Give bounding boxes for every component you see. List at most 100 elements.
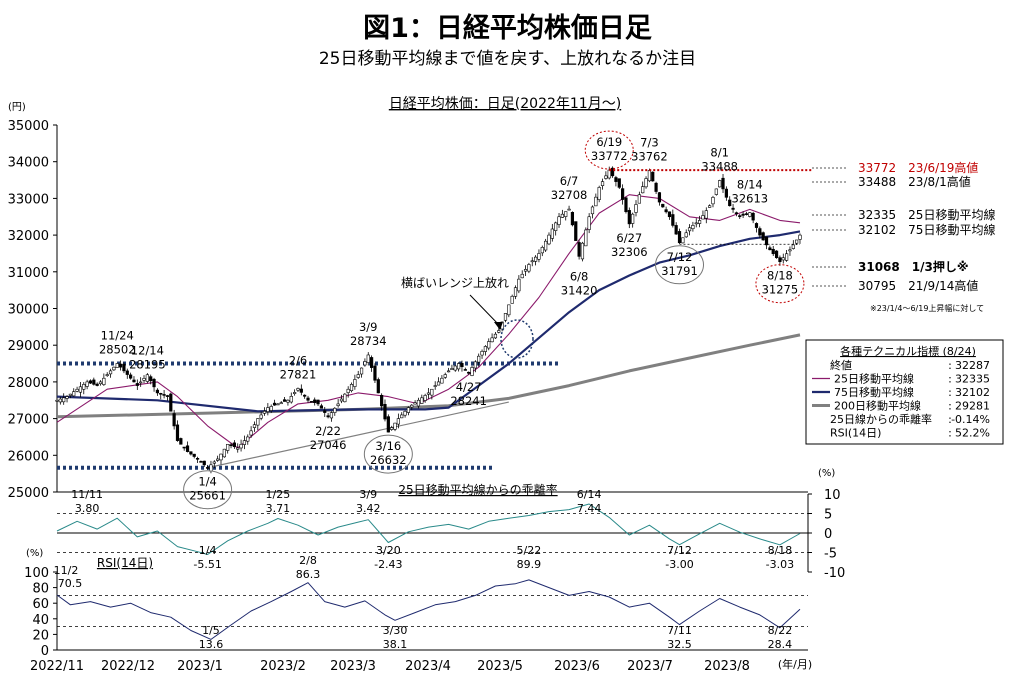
candle-body — [159, 392, 163, 395]
deviation-annotation-date: 1/4 — [199, 544, 217, 557]
rsi-annotation-value: 86.3 — [296, 568, 321, 581]
candle-body — [718, 180, 722, 188]
candle-body — [406, 407, 411, 413]
candle-body — [346, 388, 350, 393]
legend-row-label: 75日移動平均線 — [834, 385, 914, 399]
candle-body — [795, 239, 799, 244]
candle-body — [236, 447, 240, 450]
rsi-annotation-value: 32.5 — [667, 638, 692, 651]
candle-body — [380, 394, 384, 407]
candle-body — [266, 407, 270, 412]
candle-body — [206, 467, 210, 469]
candle-body — [641, 186, 645, 194]
candle-body — [557, 216, 561, 225]
candle-body — [540, 247, 544, 254]
month-label: 2023/7 — [627, 659, 673, 674]
candle-body — [212, 461, 216, 464]
candle-body — [108, 370, 113, 375]
candle-body — [560, 213, 564, 218]
month-label: 2023/2 — [260, 659, 306, 674]
legend-row-value: 32287 — [955, 359, 990, 372]
candle-body — [480, 351, 484, 356]
candle-body — [791, 244, 795, 249]
candle-body — [129, 374, 133, 379]
candle-body — [547, 234, 551, 245]
deviation-tick-label: 0 — [824, 527, 832, 542]
candle-body — [731, 207, 735, 210]
candle-body — [677, 231, 682, 244]
candle-body — [299, 388, 303, 393]
x-axis-unit-label: (年/月) — [778, 657, 812, 671]
candle-body — [343, 393, 347, 403]
annotation-circle — [755, 264, 805, 304]
rsi-tick-label: 80 — [32, 582, 49, 597]
breakout-circle — [500, 319, 534, 359]
rsi-line — [56, 579, 801, 640]
candle-body — [356, 374, 360, 378]
month-label: 2023/5 — [477, 659, 523, 674]
candle-body — [774, 250, 779, 259]
deviation-panel: 1050-5-10(%)25日移動平均線からの乖離率11/113.801/253… — [56, 468, 845, 581]
legend-row-value: 32102 — [955, 386, 990, 399]
candle-body — [229, 444, 233, 446]
price-annotation-date: 2/22 — [315, 424, 341, 438]
candle-body — [483, 346, 487, 352]
price-annotation-date: 6/27 — [616, 231, 642, 245]
candle-body — [734, 212, 739, 214]
ma25-line — [56, 194, 801, 449]
candle-body — [708, 205, 712, 208]
rsi-annotation-value: 38.1 — [383, 638, 408, 651]
deviation-annotation-date: 5/22 — [517, 544, 542, 557]
deviation-annotation-date: 8/18 — [768, 544, 793, 557]
legend-row-label: 200日移動平均線 — [834, 399, 921, 413]
candle-body — [744, 213, 749, 215]
candle-body — [410, 404, 414, 408]
candle-body — [574, 221, 578, 241]
rsi-tick-label: 20 — [32, 628, 49, 643]
candle-body — [604, 175, 608, 179]
rsi-tick-label: 0 — [41, 644, 49, 659]
candle-body — [222, 448, 226, 458]
candle-body — [316, 399, 320, 405]
candle-body — [624, 197, 628, 213]
deviation-annotation-value: 3.80 — [75, 502, 100, 515]
candle-body — [139, 381, 143, 384]
range-breakout-label: 横ばいレンジ上放れ — [401, 275, 509, 290]
candle-body — [778, 257, 782, 263]
deviation-annotation-value: -3.03 — [766, 558, 794, 571]
candle-body — [135, 383, 139, 386]
candle-body — [279, 402, 283, 405]
month-label: 2023/4 — [405, 659, 451, 674]
candle-body — [370, 357, 374, 368]
legend-colon: : — [948, 400, 952, 413]
deviation-unit-label: (%) — [818, 468, 835, 479]
candle-body — [487, 341, 491, 349]
candle-body — [416, 399, 421, 407]
candle-body — [92, 379, 96, 385]
candle-body — [714, 188, 718, 195]
candle-body — [436, 381, 441, 386]
candle-body — [122, 363, 126, 372]
level-label: 32335 25日移動平均線 — [858, 207, 995, 222]
candle-body — [58, 398, 62, 403]
candle-body — [182, 446, 186, 449]
deviation-annotation-value: -2.43 — [374, 558, 402, 571]
candle-body — [674, 225, 678, 235]
price-annotation-date: 8/18 — [767, 269, 793, 283]
deviation-annotation-value: 3.71 — [266, 502, 291, 515]
candle-body — [527, 264, 531, 272]
price-tick-label: 26000 — [8, 449, 49, 464]
price-annotation-value: 32306 — [611, 245, 648, 259]
rsi-annotation-value: 70.5 — [58, 577, 83, 590]
candle-body — [761, 232, 765, 241]
candle-body — [289, 396, 293, 403]
candle-body — [477, 355, 481, 363]
price-tick-label: 31000 — [8, 266, 49, 281]
candle-body — [420, 397, 424, 404]
candle-body — [413, 402, 417, 405]
candle-body — [473, 361, 477, 369]
candle-body — [577, 242, 581, 257]
candle-body — [155, 389, 160, 394]
candle-body — [597, 187, 601, 200]
breakout-arrow — [469, 294, 501, 327]
